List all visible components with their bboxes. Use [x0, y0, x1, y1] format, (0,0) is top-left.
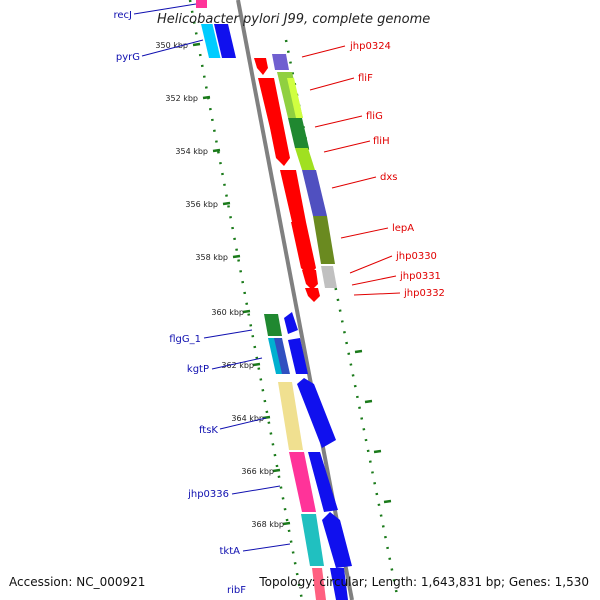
- kbp-label-356: 356 kbp: [185, 200, 218, 209]
- kbp-label-350: 350 kbp: [155, 41, 188, 50]
- gene-label-flif: fliF: [358, 73, 373, 84]
- gene-label-flig: fliG: [366, 111, 383, 122]
- gene-label-ftsk: ftsK: [199, 425, 218, 436]
- gene-label-lepa: lepA: [392, 223, 414, 234]
- accession-text: Accession: NC_000921: [9, 575, 145, 589]
- gene-label-recj: recJ: [114, 10, 133, 21]
- gene-label-kgtp: kgtP: [187, 364, 209, 375]
- kbp-label-352: 352 kbp: [165, 94, 198, 103]
- kbp-label-366: 366 kbp: [241, 467, 274, 476]
- right-leader-lines: [301, 45, 401, 296]
- kbp-label-364: 364 kbp: [231, 414, 264, 423]
- kbp-label-362: 362 kbp: [221, 361, 254, 370]
- gene-label-dxs: dxs: [380, 172, 397, 183]
- gene-label-jhp0324: jhp0324: [349, 41, 391, 52]
- kbp-label-358: 358 kbp: [195, 253, 228, 262]
- gene-label-pyrg: pyrG: [116, 52, 140, 63]
- gene-label-flih: fliH: [373, 136, 390, 147]
- top-features: [196, 0, 236, 59]
- gene-label-jhp0336: jhp0336: [187, 489, 229, 500]
- gene-label-jhp0330: jhp0330: [395, 251, 437, 262]
- major-ticks: [192, 42, 291, 526]
- left-leader-lines: [133, 3, 291, 552]
- kbp-label-354: 354 kbp: [175, 147, 208, 156]
- topology-text: Topology: circular; Length: 1,643,831 bp…: [258, 575, 589, 589]
- outer-ticks: [354, 349, 392, 504]
- gene-label-jhp0332: jhp0332: [403, 288, 445, 299]
- gene-label-jhp0331: jhp0331: [399, 271, 441, 282]
- gene-label-flgg1: flgG_1: [169, 334, 201, 345]
- gene-label-tkta: tktA: [220, 546, 241, 557]
- gene-strips: [272, 54, 337, 288]
- map-title: Helicobacter pylori J99, complete genome: [157, 12, 430, 27]
- red-gene-arrows: [254, 58, 320, 302]
- kbp-label-360: 360 kbp: [211, 308, 244, 317]
- gene-label-ribf: ribF: [227, 585, 246, 596]
- kbp-label-368: 368 kbp: [251, 520, 284, 529]
- lower-features: [278, 378, 352, 600]
- middle-features: [264, 312, 308, 374]
